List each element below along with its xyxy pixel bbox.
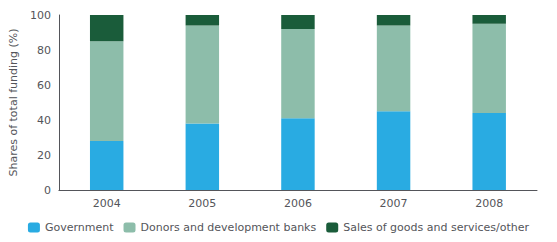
svg-text:80: 80 xyxy=(37,44,51,57)
svg-text:2008: 2008 xyxy=(475,197,503,210)
svg-text:20: 20 xyxy=(37,149,51,162)
svg-text:2006: 2006 xyxy=(284,197,312,210)
svg-text:Shares of total funding (%): Shares of total funding (%) xyxy=(7,28,20,176)
svg-text:40: 40 xyxy=(37,114,51,127)
svg-text:60: 60 xyxy=(37,79,51,92)
svg-text:Sales of goods and services/ot: Sales of goods and services/other xyxy=(343,221,529,234)
svg-text:2007: 2007 xyxy=(380,197,408,210)
svg-text:0: 0 xyxy=(44,184,51,197)
svg-text:2004: 2004 xyxy=(93,197,121,210)
svg-text:Donors and development banks: Donors and development banks xyxy=(141,221,317,234)
svg-text:2005: 2005 xyxy=(188,197,216,210)
svg-text:Government: Government xyxy=(45,221,114,234)
svg-text:100: 100 xyxy=(30,9,51,22)
